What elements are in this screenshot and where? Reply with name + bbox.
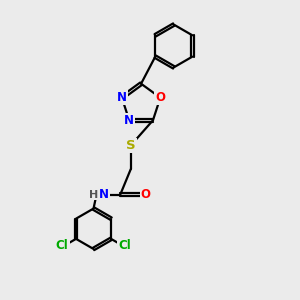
Text: Cl: Cl: [118, 238, 131, 252]
Text: N: N: [117, 91, 127, 104]
Text: H: H: [89, 190, 98, 200]
Text: O: O: [155, 91, 165, 104]
Text: S: S: [126, 139, 136, 152]
Text: Cl: Cl: [56, 238, 69, 252]
Text: N: N: [99, 188, 109, 201]
Text: N: N: [124, 114, 134, 127]
Text: O: O: [140, 188, 151, 201]
